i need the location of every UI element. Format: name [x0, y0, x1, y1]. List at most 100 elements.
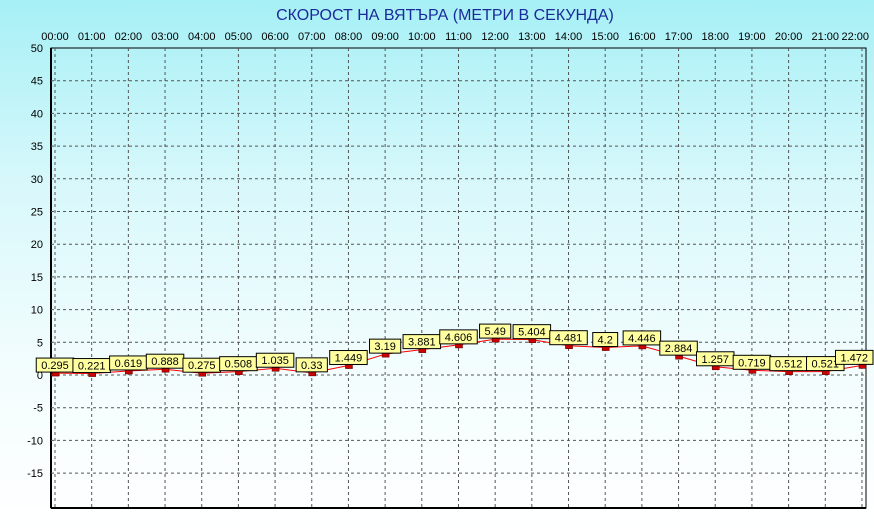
- y-tick-label: 20: [31, 239, 43, 251]
- data-label-text: 2.884: [665, 343, 693, 355]
- x-tick-label: 17:00: [665, 31, 693, 43]
- x-tick-label: 04:00: [188, 31, 216, 43]
- data-label-box: [592, 332, 619, 348]
- x-tick-label: 03:00: [151, 31, 179, 43]
- data-label-box: [295, 357, 328, 373]
- data-label-text: 1.472: [840, 352, 868, 364]
- data-label: 4.606: [439, 329, 478, 345]
- data-label-text: 3.881: [408, 337, 436, 349]
- y-tick-label: 0: [37, 370, 43, 382]
- data-label-text: 0.719: [738, 357, 766, 369]
- data-label-box: [255, 352, 295, 368]
- y-tick-label: 25: [31, 207, 43, 219]
- data-label-box: [479, 323, 512, 339]
- data-label: 0.619: [109, 355, 148, 371]
- data-label: 0.888: [145, 353, 185, 369]
- data-label: 4.2: [592, 332, 619, 348]
- data-label-text: 0.508: [225, 359, 253, 371]
- data-label: 1.257: [695, 351, 735, 367]
- data-label: 3.19: [369, 338, 402, 354]
- data-label-text: 0.275: [188, 360, 216, 372]
- data-label-box: [329, 350, 368, 366]
- grid: [51, 48, 866, 508]
- y-tick-label: -10: [27, 435, 43, 447]
- x-axis-ticks: 00:00 01:00 02:00 03:00 04:00 05:00 06:00 07:00…: [41, 31, 869, 43]
- data-label-text: 5.404: [518, 327, 546, 339]
- y-tick-label: 5: [37, 337, 43, 349]
- y-tick-label: 45: [31, 76, 43, 88]
- data-label-box: [549, 330, 588, 346]
- data-label-box: [659, 340, 698, 356]
- data-labels: 0.295 0.221 0.619 0.888 0.275 0.508 1.035 0.33 1…: [35, 323, 874, 374]
- data-label-text: 1.035: [261, 355, 289, 367]
- data-label-text: 0.33: [301, 360, 322, 372]
- data-label-text: 4.481: [555, 333, 583, 345]
- data-label-text: 0.512: [775, 359, 803, 371]
- data-label: 0.221: [72, 358, 111, 374]
- x-tick-label: 20:00: [775, 31, 803, 43]
- data-label-text: 5.49: [484, 326, 505, 338]
- data-label-text: 0.619: [115, 358, 143, 370]
- x-tick-label: 00:00: [41, 31, 69, 43]
- data-label-text: 0.221: [78, 361, 106, 373]
- y-tick-label: 35: [31, 141, 43, 153]
- y-tick-label: 50: [31, 43, 43, 55]
- y-tick-label: 40: [31, 108, 43, 120]
- data-label-text: 1.449: [335, 353, 363, 365]
- x-tick-label: 21:00: [812, 31, 840, 43]
- data-label: 0.508: [219, 356, 258, 372]
- data-label: 5.404: [512, 324, 552, 340]
- data-label: 4.446: [622, 330, 662, 346]
- x-tick-label: 09:00: [371, 31, 399, 43]
- x-tick-label: 13:00: [518, 31, 546, 43]
- data-label-text: 0.521: [812, 359, 840, 371]
- data-label: 5.49: [479, 323, 512, 339]
- data-label-text: 4.606: [445, 332, 473, 344]
- y-tick-label: -5: [33, 403, 43, 415]
- data-label: 0.719: [732, 354, 772, 370]
- data-label: 0.295: [35, 357, 75, 373]
- y-tick-label: 30: [31, 174, 43, 186]
- data-label-text: 0.295: [41, 360, 69, 372]
- x-tick-label: 05:00: [225, 31, 253, 43]
- data-label: 0.512: [769, 356, 808, 372]
- data-label-text: 0.888: [151, 356, 179, 368]
- data-label: 1.472: [835, 349, 874, 365]
- data-label: 3.881: [402, 334, 442, 350]
- data-label: 4.481: [549, 330, 588, 346]
- x-tick-label: 10:00: [408, 31, 436, 43]
- chart-title: СКОРОСТ НА ВЯТЪРА (МЕТРИ В СЕКУНДА): [276, 7, 614, 24]
- data-label-box: [439, 329, 478, 345]
- data-label-box: [369, 338, 402, 354]
- x-tick-label: 18:00: [701, 31, 729, 43]
- data-label-box: [835, 349, 874, 365]
- x-tick-label: 01:00: [78, 31, 106, 43]
- data-label: 2.884: [659, 340, 698, 356]
- x-tick-label: 22:00: [841, 31, 869, 43]
- data-label-text: 4.2: [598, 335, 613, 347]
- data-label-text: 1.257: [701, 354, 729, 366]
- data-label: 1.035: [255, 352, 295, 368]
- x-tick-label: 19:00: [738, 31, 766, 43]
- x-tick-label: 16:00: [628, 31, 656, 43]
- data-label-text: 4.446: [628, 333, 656, 345]
- data-label-box: [622, 330, 662, 346]
- data-label: 0.33: [295, 357, 328, 373]
- data-label-text: 3.19: [374, 341, 395, 353]
- x-tick-label: 14:00: [555, 31, 583, 43]
- y-tick-label: 10: [31, 305, 43, 317]
- x-tick-label: 12:00: [481, 31, 509, 43]
- x-tick-label: 02:00: [115, 31, 143, 43]
- y-tick-label: -15: [27, 468, 43, 480]
- y-tick-label: 15: [31, 272, 43, 284]
- data-label: 0.275: [182, 357, 221, 373]
- data-label: 1.449: [329, 350, 368, 366]
- x-tick-label: 15:00: [591, 31, 619, 43]
- x-tick-label: 07:00: [298, 31, 326, 43]
- x-tick-label: 11:00: [445, 31, 472, 43]
- x-tick-label: 06:00: [261, 31, 289, 43]
- data-label: 0.521: [806, 356, 845, 372]
- x-tick-label: 08:00: [335, 31, 363, 43]
